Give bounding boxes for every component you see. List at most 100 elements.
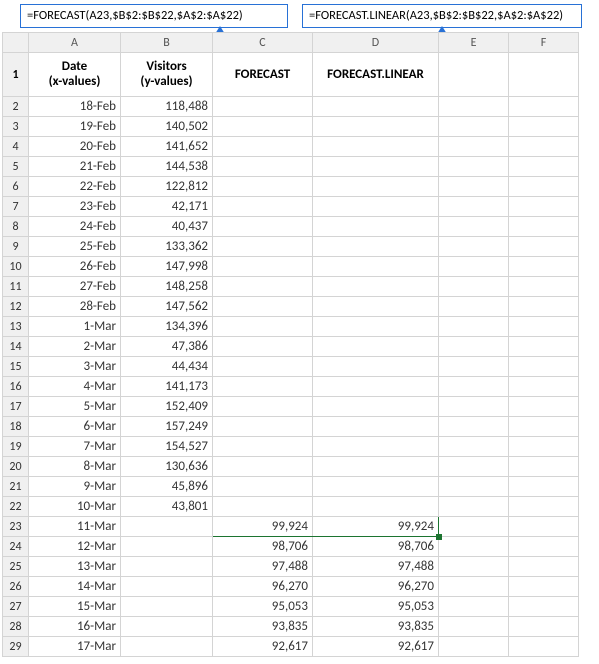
cell-date[interactable]: 14-Mar	[29, 577, 121, 597]
cell-forecast-linear[interactable]: 93,835	[313, 617, 439, 637]
cell-visitors[interactable]: 154,527	[121, 437, 213, 457]
cell-date[interactable]: 17-Mar	[29, 637, 121, 657]
cell-date[interactable]: 25-Feb	[29, 237, 121, 257]
cell[interactable]	[439, 517, 509, 537]
cell[interactable]	[509, 257, 579, 277]
cell-visitors[interactable]: 130,636	[121, 457, 213, 477]
cell[interactable]	[509, 157, 579, 177]
cell-date[interactable]: 8-Mar	[29, 457, 121, 477]
cell[interactable]	[439, 537, 509, 557]
cell[interactable]	[439, 437, 509, 457]
cell[interactable]	[509, 377, 579, 397]
cell-forecast[interactable]	[213, 217, 313, 237]
cell-date[interactable]: 6-Mar	[29, 417, 121, 437]
cell[interactable]	[439, 217, 509, 237]
row-number[interactable]: 24	[3, 537, 29, 557]
cell[interactable]	[439, 577, 509, 597]
cell-forecast[interactable]: 98,706	[213, 537, 313, 557]
cell-date[interactable]: 27-Feb	[29, 277, 121, 297]
header-visitors[interactable]: Visitors (y-values)	[121, 53, 213, 97]
cell[interactable]	[509, 137, 579, 157]
cell-visitors[interactable]: 133,362	[121, 237, 213, 257]
cell-forecast[interactable]: 95,053	[213, 597, 313, 617]
row-number[interactable]: 5	[3, 157, 29, 177]
row-number[interactable]: 6	[3, 177, 29, 197]
cell-forecast[interactable]: 92,617	[213, 637, 313, 657]
cell[interactable]	[509, 517, 579, 537]
cell[interactable]	[439, 457, 509, 477]
cell-visitors[interactable]	[121, 597, 213, 617]
cell-date[interactable]: 10-Mar	[29, 497, 121, 517]
cell-visitors[interactable]	[121, 577, 213, 597]
cell[interactable]	[439, 317, 509, 337]
cell-date[interactable]: 21-Feb	[29, 157, 121, 177]
cell-forecast[interactable]	[213, 437, 313, 457]
cell-forecast[interactable]	[213, 97, 313, 117]
row-number[interactable]: 23	[3, 517, 29, 537]
cell-forecast-linear[interactable]: 97,488	[313, 557, 439, 577]
cell[interactable]	[439, 97, 509, 117]
cell-visitors[interactable]: 134,396	[121, 317, 213, 337]
cell-date[interactable]: 7-Mar	[29, 437, 121, 457]
cell[interactable]	[509, 617, 579, 637]
row-number[interactable]: 12	[3, 297, 29, 317]
cell-visitors[interactable]: 141,652	[121, 137, 213, 157]
row-number[interactable]: 1	[3, 53, 29, 97]
cell-forecast-linear[interactable]	[313, 417, 439, 437]
cell-forecast[interactable]: 99,924	[213, 517, 313, 537]
col-header-a[interactable]: A	[29, 33, 121, 53]
cell-forecast-linear[interactable]	[313, 317, 439, 337]
row-number[interactable]: 29	[3, 637, 29, 657]
cell-visitors[interactable]: 43,801	[121, 497, 213, 517]
row-number[interactable]: 26	[3, 577, 29, 597]
cell-date[interactable]: 26-Feb	[29, 257, 121, 277]
cell-forecast-linear[interactable]	[313, 397, 439, 417]
cell-forecast-linear[interactable]	[313, 117, 439, 137]
row-number[interactable]: 19	[3, 437, 29, 457]
cell-date[interactable]: 19-Feb	[29, 117, 121, 137]
cell-visitors[interactable]	[121, 537, 213, 557]
cell-forecast[interactable]	[213, 337, 313, 357]
cell[interactable]	[509, 537, 579, 557]
cell[interactable]	[509, 357, 579, 377]
cell-date[interactable]: 18-Feb	[29, 97, 121, 117]
header-forecast-linear[interactable]: FORECAST.LINEAR	[313, 53, 439, 97]
cell[interactable]	[439, 237, 509, 257]
col-header-c[interactable]: C	[213, 33, 313, 53]
cell[interactable]	[509, 417, 579, 437]
row-number[interactable]: 4	[3, 137, 29, 157]
cell-forecast[interactable]	[213, 197, 313, 217]
cell-date[interactable]: 12-Mar	[29, 537, 121, 557]
cell-date[interactable]: 20-Feb	[29, 137, 121, 157]
cell-forecast[interactable]	[213, 317, 313, 337]
cell-date[interactable]: 3-Mar	[29, 357, 121, 377]
cell-forecast-linear[interactable]	[313, 437, 439, 457]
row-number[interactable]: 10	[3, 257, 29, 277]
cell-forecast-linear[interactable]: 92,617	[313, 637, 439, 657]
row-number[interactable]: 2	[3, 97, 29, 117]
cell-forecast[interactable]	[213, 157, 313, 177]
row-number[interactable]: 28	[3, 617, 29, 637]
cell-visitors[interactable]: 144,538	[121, 157, 213, 177]
cell-visitors[interactable]: 42,171	[121, 197, 213, 217]
cell-forecast[interactable]	[213, 397, 313, 417]
row-number[interactable]: 16	[3, 377, 29, 397]
cell[interactable]	[509, 317, 579, 337]
cell[interactable]	[439, 397, 509, 417]
row-number[interactable]: 14	[3, 337, 29, 357]
header-forecast[interactable]: FORECAST	[213, 53, 313, 97]
cell-forecast[interactable]	[213, 497, 313, 517]
worksheet-grid[interactable]: A B C D E F 1 Date (x-values) Visitors (…	[2, 32, 579, 657]
cell-visitors[interactable]: 141,173	[121, 377, 213, 397]
cell-date[interactable]: 9-Mar	[29, 477, 121, 497]
cell[interactable]	[509, 497, 579, 517]
cell-forecast-linear[interactable]	[313, 497, 439, 517]
cell-visitors[interactable]: 157,249	[121, 417, 213, 437]
cell-forecast[interactable]	[213, 237, 313, 257]
cell-forecast[interactable]	[213, 277, 313, 297]
cell-visitors[interactable]: 45,896	[121, 477, 213, 497]
cell-forecast[interactable]	[213, 297, 313, 317]
cell[interactable]	[439, 417, 509, 437]
cell[interactable]	[509, 177, 579, 197]
cell-forecast[interactable]: 93,835	[213, 617, 313, 637]
